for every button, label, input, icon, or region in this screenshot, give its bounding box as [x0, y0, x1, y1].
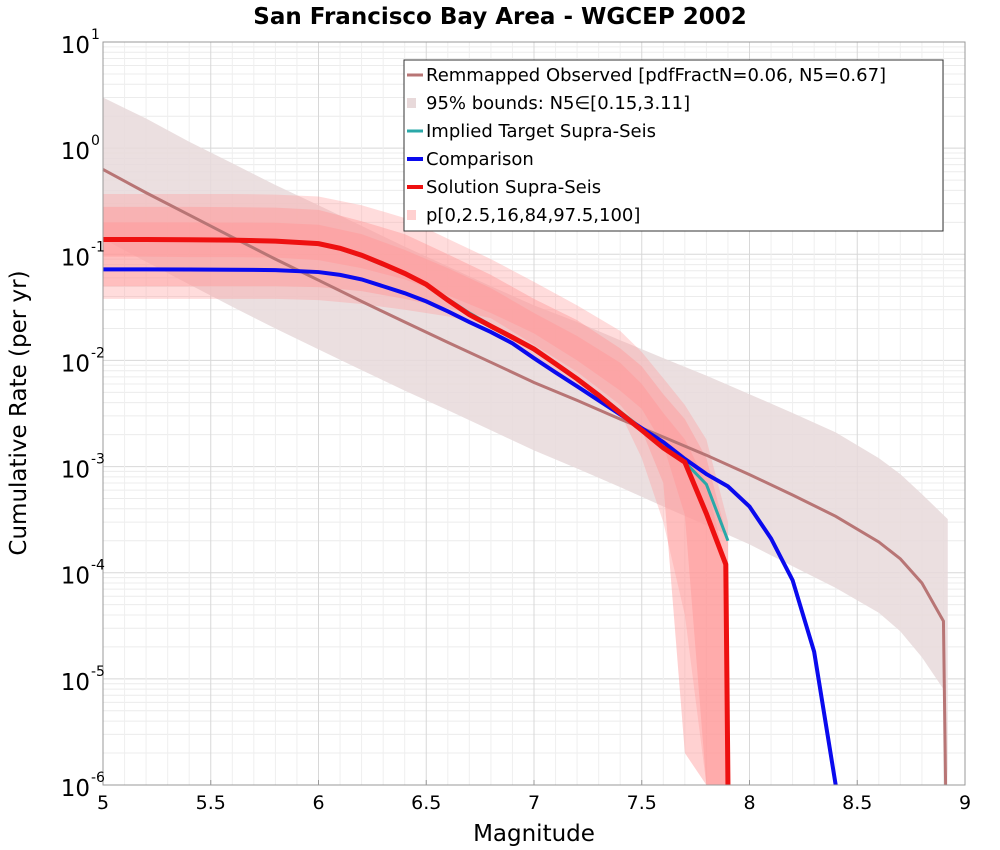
y-tick-label: 10	[61, 458, 90, 484]
legend-swatch-patch	[407, 210, 416, 220]
legend-entry-label: Implied Target Supra-Seis	[426, 121, 656, 142]
x-tick-label: 6	[312, 792, 324, 814]
y-tick-label: 10	[61, 139, 90, 165]
y-tick-exponent: 1	[91, 27, 100, 43]
observed-95pct-band	[103, 97, 948, 785]
y-tick-label: 10	[61, 33, 90, 59]
series-lines	[102, 168, 948, 786]
y-tick-exponent: -6	[91, 770, 105, 786]
x-tick-label: 6.5	[411, 792, 441, 814]
y-tick-exponent: -3	[91, 452, 105, 468]
y-tick-label: 10	[61, 776, 90, 802]
y-tick-label: 10	[61, 245, 90, 271]
y-tick-exponent: 0	[91, 133, 100, 149]
comparison-line	[103, 267, 838, 786]
bands	[103, 97, 948, 786]
x-axis-label: Magnitude	[473, 821, 595, 847]
y-tick-label: 10	[61, 564, 90, 590]
x-tick-label: 9	[959, 792, 971, 814]
legend-box	[403, 59, 944, 232]
legend-entry-label: p[0,2.5,16,84,97.5,100]	[426, 205, 640, 226]
x-ticks: 5 5.5 6 6.5 7 7.5 8 8.5 9	[97, 780, 971, 814]
legend-swatch-patch	[407, 98, 416, 108]
y-axis-label: Cumulative Rate (per yr)	[6, 270, 32, 555]
legend-entry-label: 95% bounds: N5∈[0.15,3.11]	[426, 93, 690, 114]
chart-title: San Francisco Bay Area - WGCEP 2002	[253, 4, 746, 30]
legend-entry-label: Remmapped Observed [pdfFractN=0.06, N5=0…	[426, 65, 886, 86]
x-tick-label: 7	[528, 792, 540, 814]
y-tick-label: 10	[61, 351, 90, 377]
y-tick-label: 10	[61, 670, 90, 696]
y-tick-exponent: -4	[91, 558, 105, 574]
legend-entry-label: Comparison	[426, 149, 534, 170]
x-tick-label: 5.5	[196, 792, 226, 814]
x-tick-label: 8.5	[842, 792, 872, 814]
legend: Remmapped Observed [pdfFractN=0.06, N5=0…	[403, 59, 944, 232]
y-tick-exponent: -2	[91, 345, 105, 361]
legend-entry-label: Solution Supra-Seis	[426, 177, 601, 198]
x-tick-label: 5	[97, 792, 109, 814]
observed-line	[102, 168, 948, 786]
solution-line	[103, 236, 731, 786]
y-tick-exponent: -1	[91, 239, 105, 255]
y-tick-exponent: -5	[91, 664, 105, 680]
x-tick-label: 7.5	[627, 792, 657, 814]
x-tick-label: 8	[743, 792, 755, 814]
